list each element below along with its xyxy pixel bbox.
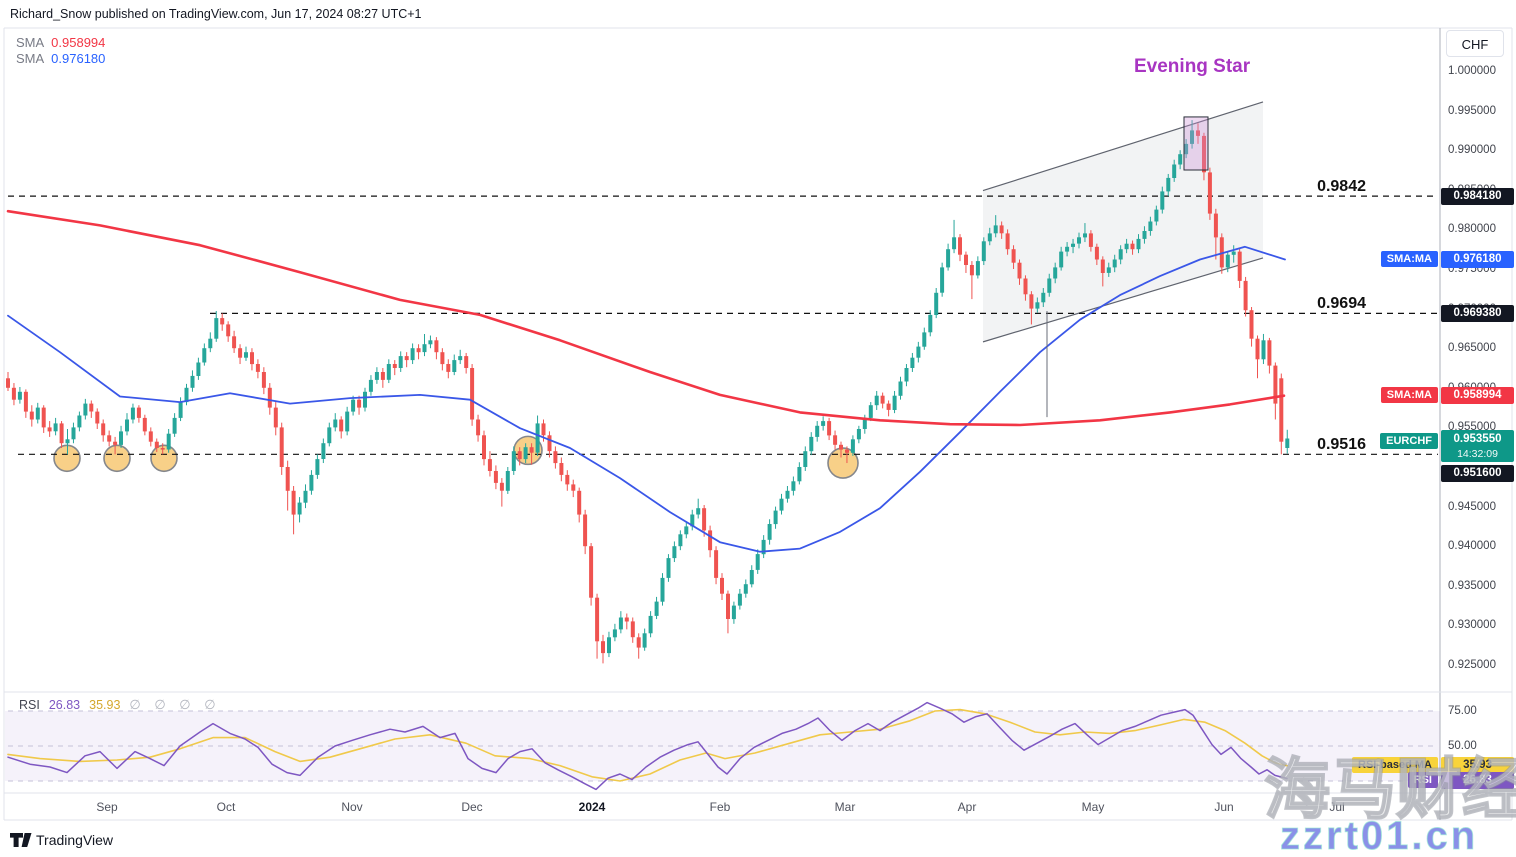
sma-legend-row-1[interactable]: SMA 0.958994 [16, 35, 105, 51]
price-axis-tick: 0.930000 [1448, 619, 1496, 631]
time-axis-label: Oct [216, 800, 236, 814]
rsi-ma-axis-badge: 35.93 [1441, 757, 1514, 774]
rsi-ma-value: 35.93 [89, 698, 121, 712]
rsi-axis-badge: 26.83 [1441, 772, 1514, 789]
axis-badge-level-low: 0.951600 [1441, 465, 1514, 482]
level-label-9516: 0.9516 [1317, 436, 1366, 453]
rsi-legend[interactable]: RSI 26.83 35.93 ∅ ∅ ∅ ∅ [19, 697, 230, 713]
time-axis-label: 2024 [578, 800, 606, 814]
time-axis-label: Dec [461, 800, 483, 814]
axis-badge-level-high: 0.984180 [1441, 188, 1514, 205]
time-axis-label: Apr [957, 800, 977, 814]
price-axis-tick: 0.940000 [1448, 540, 1496, 552]
rsi-label: RSI [19, 698, 40, 712]
level-label-9694: 0.9694 [1317, 295, 1366, 312]
price-axis-tick: 0.965000 [1448, 342, 1496, 354]
watermark-url: zzrt01.cn [1279, 814, 1479, 857]
time-axis-label: May [1081, 800, 1105, 814]
evening-star-annotation: Evening Star [1134, 56, 1251, 77]
time-axis-label: Jul [1329, 800, 1345, 814]
time-axis-label: Mar [834, 800, 856, 814]
rsi-hidden-values: ∅ ∅ ∅ ∅ [129, 697, 221, 712]
price-axis-tick: 0.980000 [1448, 223, 1496, 235]
sma-blue-pill: SMA:MA [1380, 251, 1438, 267]
symbol-pill: EURCHF [1380, 433, 1438, 449]
price-axis-tick: 1.000000 [1448, 65, 1496, 77]
rsi-axis-tick: 50.00 [1448, 740, 1477, 752]
price-axis-tick: 0.995000 [1448, 105, 1496, 117]
publish-byline: Richard_Snow published on TradingView.co… [10, 7, 422, 21]
price-axis-tick: 0.945000 [1448, 501, 1496, 513]
axis-badge-sma-red: 0.958994 [1441, 387, 1514, 404]
time-axis-label: Feb [709, 800, 731, 814]
tradingview-logo-icon [10, 833, 32, 847]
rsi-value: 26.83 [48, 698, 81, 712]
axis-badge-level-mid: 0.969380 [1441, 305, 1514, 322]
watermark-chinese: 海马财经 [1263, 751, 1516, 827]
sma-red-pill: SMA:MA [1380, 387, 1438, 403]
rsi-axis-tick: 75.00 [1448, 705, 1477, 717]
level-label-9842: 0.9842 [1317, 178, 1366, 195]
rsi-ma-pill: RSI-based MA [1352, 757, 1438, 773]
rsi-pill: RSI [1407, 772, 1438, 788]
price-axis-tick: 0.925000 [1448, 659, 1496, 671]
price-axis-tick: 0.990000 [1448, 144, 1496, 156]
time-axis-label: Nov [341, 800, 363, 814]
sma2-label: SMA [16, 51, 45, 66]
indicator-legend: SMA 0.958994 SMA 0.976180 [16, 35, 105, 67]
sma-legend-row-2[interactable]: SMA 0.976180 [16, 51, 105, 67]
tradingview-logo-text: TradingView [36, 832, 114, 848]
sma2-value: 0.976180 [51, 51, 106, 66]
sma1-label: SMA [16, 35, 45, 50]
axis-badge-last-price: 0.953550 14:32:09 [1441, 430, 1514, 462]
time-axis-label: Sep [96, 800, 118, 814]
currency-toggle-button[interactable]: CHF [1446, 30, 1504, 57]
sma1-value: 0.958994 [51, 35, 106, 50]
price-axis-tick: 0.935000 [1448, 580, 1496, 592]
axis-badge-sma-blue: 0.976180 [1441, 251, 1514, 268]
time-axis-label: Jun [1214, 800, 1234, 814]
